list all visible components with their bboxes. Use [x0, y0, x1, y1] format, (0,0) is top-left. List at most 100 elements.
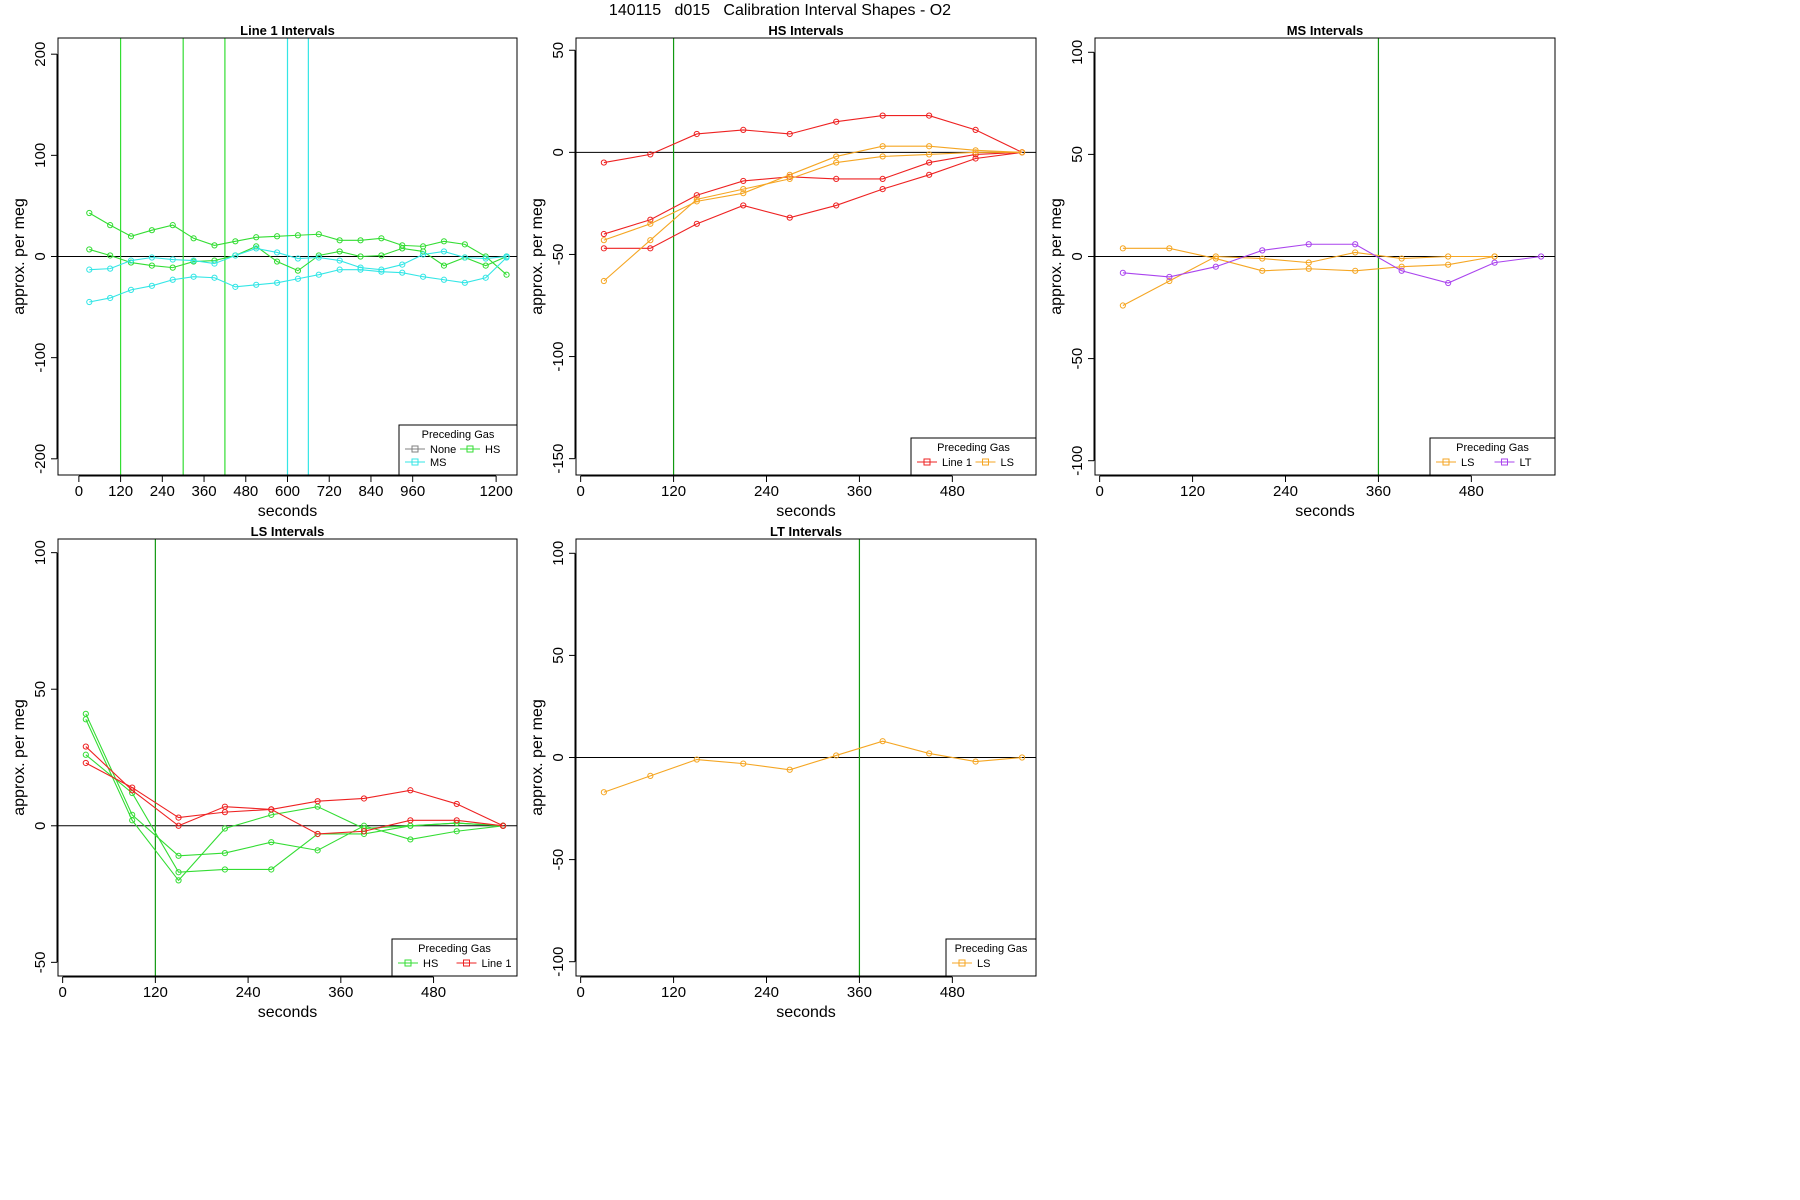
x-axis-label: seconds — [258, 503, 318, 520]
series-line-1-0 — [600, 112, 1026, 166]
y-tick-label: -150 — [550, 444, 567, 474]
data-point — [211, 260, 218, 267]
legend-entry-ls: LS — [1461, 457, 1474, 469]
data-point — [1212, 253, 1219, 260]
data-point — [647, 216, 654, 223]
data-point — [1491, 253, 1498, 260]
series-line — [89, 212, 507, 276]
data-point — [879, 112, 886, 119]
series-hs-1 — [86, 243, 510, 274]
y-tick-label: 200 — [32, 42, 49, 67]
data-point — [693, 196, 700, 203]
data-point — [1166, 277, 1173, 285]
y-tick-label: -50 — [32, 952, 49, 974]
data-point — [190, 257, 197, 264]
x-tick-label: 120 — [143, 984, 168, 1001]
plot-frame — [1094, 37, 1556, 476]
series-line — [603, 740, 1023, 793]
data-point — [1212, 263, 1219, 270]
legend-swatch-marker — [958, 959, 966, 967]
y-tick-label: -200 — [32, 444, 49, 474]
data-point — [972, 126, 979, 133]
data-point — [453, 828, 460, 835]
series-line — [85, 746, 504, 827]
data-point — [253, 234, 260, 241]
series-line-1-4 — [82, 759, 507, 838]
legend-box — [945, 938, 1037, 977]
data-point — [503, 254, 510, 261]
data-point — [357, 237, 364, 244]
data-point — [740, 190, 747, 197]
series-ls-4 — [600, 149, 1026, 285]
x-tick-label: 240 — [754, 984, 779, 1001]
series-line — [603, 145, 1023, 241]
y-tick-label: 0 — [32, 822, 49, 830]
data-point — [107, 252, 114, 259]
data-point — [740, 177, 747, 185]
data-point — [232, 238, 239, 245]
data-point — [1352, 249, 1359, 256]
legend-box — [1429, 437, 1556, 476]
data-point — [926, 112, 933, 119]
x-tick-label: 480 — [940, 984, 965, 1001]
data-point — [972, 155, 979, 162]
legend-swatch-marker — [411, 445, 419, 453]
data-point — [833, 159, 840, 166]
legend-swatch-marker — [404, 959, 412, 967]
data-point — [190, 235, 197, 242]
x-tick-label: 120 — [1180, 483, 1205, 500]
data-point — [273, 233, 281, 240]
data-point — [879, 143, 886, 150]
x-axis-label: seconds — [258, 1004, 318, 1021]
series-ms-2 — [86, 245, 510, 273]
series-line — [85, 762, 504, 835]
x-tick-label: 480 — [1459, 483, 1484, 500]
series-line — [89, 245, 507, 272]
data-point — [315, 271, 322, 278]
data-point — [1305, 265, 1312, 272]
series-hs-0 — [86, 209, 510, 278]
data-point — [221, 849, 229, 857]
legend: Preceding Gas HS Line 1 — [391, 938, 518, 977]
data-point — [647, 245, 654, 252]
x-tick-label: 240 — [236, 984, 261, 1001]
data-point — [399, 245, 406, 252]
series-ls-3 — [600, 143, 1026, 244]
chart-figure: Line 1 Intervals 0 120 240 360 480 600 720 840 96… — [11, 23, 1556, 1021]
data-point — [360, 795, 368, 802]
series-line — [1122, 247, 1495, 272]
x-tick-label: 0 — [576, 984, 584, 1001]
data-point — [879, 186, 886, 193]
data-point — [107, 294, 114, 302]
x-tick-label: 240 — [1273, 483, 1298, 500]
data-point — [503, 271, 510, 278]
data-point — [600, 237, 607, 244]
data-point — [926, 151, 933, 158]
data-point — [336, 237, 343, 244]
data-point — [175, 822, 182, 829]
data-point — [211, 274, 218, 281]
x-tick-label: 120 — [661, 984, 686, 1001]
data-point — [407, 787, 414, 794]
panel-line-1-intervals: Line 1 Intervals 0 120 240 360 480 600 720 840 96… — [11, 23, 518, 520]
data-point — [268, 806, 275, 813]
data-point — [169, 276, 176, 283]
data-point — [420, 251, 427, 258]
data-point — [315, 231, 322, 238]
series-line — [85, 754, 504, 873]
data-point — [482, 255, 489, 262]
data-point — [693, 130, 700, 138]
data-point — [786, 171, 793, 178]
legend: Preceding Gas LS LT — [1429, 437, 1556, 476]
data-point — [693, 756, 700, 763]
data-point — [294, 255, 302, 262]
data-point — [1445, 261, 1452, 268]
data-point — [926, 143, 933, 150]
plot-frame — [57, 538, 518, 977]
series-ms-3 — [86, 254, 510, 306]
data-point — [314, 830, 321, 838]
data-point — [926, 750, 933, 757]
series-ls-1 — [1119, 249, 1498, 309]
series-ls-0 — [600, 738, 1026, 796]
y-tick-label: 50 — [550, 42, 567, 59]
